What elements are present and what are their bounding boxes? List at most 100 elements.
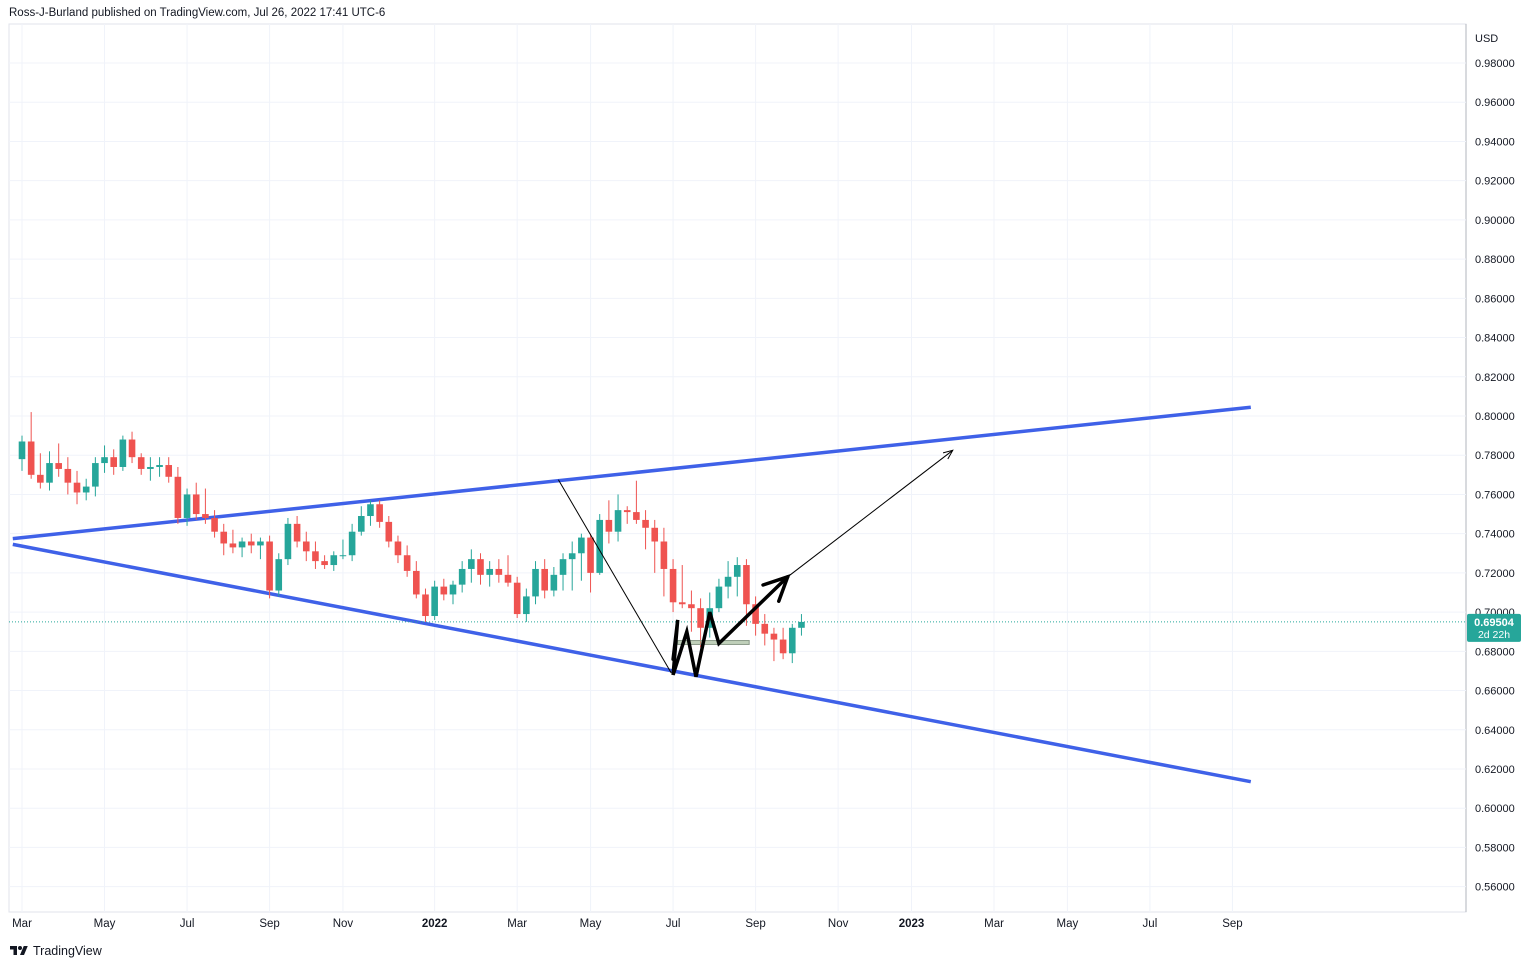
candle-body[interactable] [174,476,182,518]
candle-body[interactable] [302,541,310,552]
candle-body[interactable] [55,463,62,469]
candle-body[interactable] [532,568,539,597]
candle-body[interactable] [715,586,723,609]
candle-body[interactable] [642,519,649,528]
candlesticks [18,412,805,664]
candle-body[interactable] [128,439,136,458]
candle-body[interactable] [495,568,503,575]
candle-body[interactable] [321,561,328,566]
candle-body[interactable] [312,551,319,562]
candle-body[interactable] [64,468,72,483]
candle-body[interactable] [422,594,429,617]
x-tick-label: May [1057,918,1079,930]
target-arrow-line [787,449,954,578]
candle-body[interactable] [46,463,53,483]
candle-body[interactable] [486,568,493,575]
candle-body[interactable] [156,465,163,467]
candle-body[interactable] [513,582,521,615]
candle-body[interactable] [339,555,347,557]
candle-body[interactable] [257,541,264,546]
candle-body[interactable] [73,482,81,493]
candle-body[interactable] [743,565,750,605]
candle-body[interactable] [92,463,99,487]
candle-body[interactable] [614,510,622,532]
candle-body[interactable] [605,519,613,532]
candle-body[interactable] [697,608,704,628]
candle-body[interactable] [468,559,475,569]
candle-body[interactable] [165,465,173,477]
candle-body[interactable] [275,559,283,591]
candle-body[interactable] [733,565,741,577]
candle-body[interactable] [458,568,466,585]
y-tick-label: 0.88000 [1475,254,1515,266]
candle-body[interactable] [284,523,292,560]
candle-body[interactable] [633,512,640,520]
y-tick-label: 0.86000 [1475,293,1515,305]
candle-body[interactable] [403,555,411,571]
candle-body[interactable] [238,541,246,548]
candle-body[interactable] [651,527,659,542]
candle-body[interactable] [477,559,484,575]
x-tick-label: Jul [180,918,195,930]
candle-body[interactable] [623,510,631,513]
tradingview-logo[interactable]: TradingView [9,944,102,958]
candle-body[interactable] [101,457,108,464]
candle-body[interactable] [660,541,668,569]
candle-body[interactable] [688,604,695,609]
candle-body[interactable] [293,523,301,542]
candle-body[interactable] [367,504,374,517]
candle-body[interactable] [587,537,594,573]
candle-body[interactable] [788,627,796,654]
candle-body[interactable] [504,574,512,583]
candle-body[interactable] [394,541,402,556]
candle-body[interactable] [147,466,154,469]
y-tick-label: 0.94000 [1475,136,1515,148]
candle-body[interactable] [385,521,393,542]
candle-body[interactable] [752,604,759,624]
candle-body[interactable] [229,543,237,548]
candle-body[interactable] [770,633,778,640]
candle-body[interactable] [449,584,457,595]
candle-body[interactable] [678,602,686,605]
candle-body[interactable] [183,494,191,518]
tradingview-logo-icon [10,946,28,955]
candle-body[interactable] [110,457,117,467]
candle-body[interactable] [330,555,338,566]
candle-body[interactable] [596,519,604,573]
candle-body[interactable] [440,586,448,595]
candle-body[interactable] [523,596,530,615]
candle-body[interactable] [779,639,787,654]
candle-body[interactable] [211,517,218,532]
candle-body[interactable] [18,441,26,460]
candle-body[interactable] [568,553,576,560]
axes: 0.56000 0.58000 0.60000 0.62000 0.64000 0.660… [12,33,1521,930]
candle-body[interactable] [798,621,805,628]
candle-body[interactable] [348,531,356,556]
x-tick-label: Sep [1222,918,1242,930]
candle-body[interactable] [27,441,35,475]
candle-body[interactable] [192,494,200,515]
candle-body[interactable] [37,474,44,483]
candle-body[interactable] [202,514,209,518]
candle-body[interactable] [550,574,558,591]
candle-body[interactable] [119,439,127,467]
y-tick-label: 0.56000 [1475,882,1515,894]
candle-body[interactable] [541,568,548,591]
candle-body[interactable] [220,531,228,544]
candle-body[interactable] [357,516,365,532]
candle-body[interactable] [266,541,273,591]
candle-body[interactable] [669,568,677,603]
candle-body[interactable] [247,541,255,546]
candle-body[interactable] [137,457,145,469]
upper-trendline [12,405,1251,541]
candle-body[interactable] [82,486,90,493]
candle-body[interactable] [724,576,732,587]
candle-body[interactable] [376,504,383,522]
candle-body[interactable] [413,570,420,595]
candle-body[interactable] [431,586,438,617]
x-tick-label: Mar [507,918,527,930]
candle-body[interactable] [578,537,585,554]
candle-body[interactable] [761,623,769,634]
candle-body[interactable] [559,559,567,575]
